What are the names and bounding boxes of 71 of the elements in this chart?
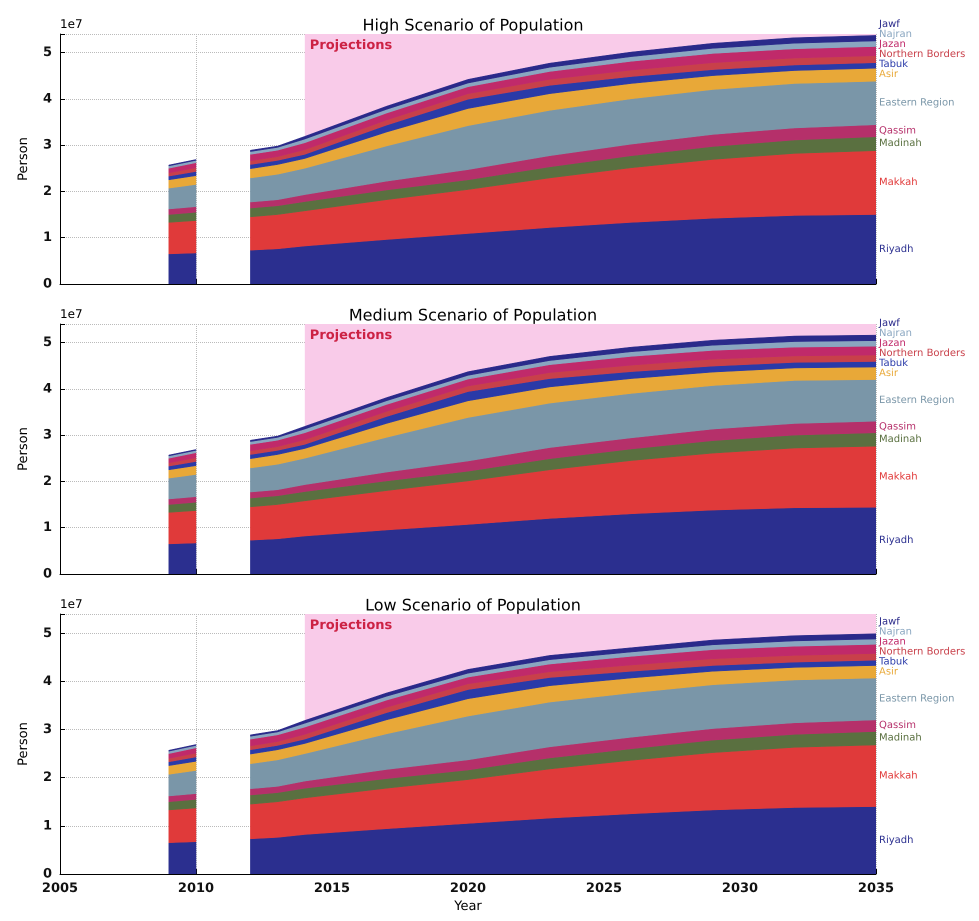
series-label: Asir <box>879 368 899 379</box>
y-tick-label: 1 <box>42 818 52 834</box>
series-label: Jawf <box>878 19 900 30</box>
series-label: Asir <box>879 666 899 678</box>
y-tick-label: 5 <box>42 335 52 350</box>
text: 1e7 <box>60 597 83 611</box>
series-label: Riyadh <box>879 834 914 846</box>
series-label: Tabuk <box>878 59 908 70</box>
y-tick-label: 3 <box>42 138 52 153</box>
series-label: Jazan <box>878 39 906 50</box>
band-label: Projections <box>310 618 393 633</box>
y-tick-label: 2 <box>42 770 52 786</box>
x-tick-label: 2005 <box>42 881 78 896</box>
y-tick-label: 4 <box>42 91 52 106</box>
series-label: Jawf <box>878 318 900 329</box>
series-label: Qassim <box>879 720 916 732</box>
series-label: Najran <box>879 626 912 638</box>
y-tick-label: 1 <box>42 520 52 536</box>
y-tick-label: 3 <box>42 428 52 443</box>
series-label: Madinah <box>879 732 922 744</box>
series-label: Northern Borders <box>879 348 966 359</box>
x-axis-title: Year <box>453 899 482 914</box>
chart-title: Medium Scenario of Population <box>348 306 598 324</box>
y-tick-label: 0 <box>42 276 52 292</box>
band-label: Projections <box>310 38 393 53</box>
band-label: Projections <box>310 328 393 343</box>
series-label: Makkah <box>879 177 918 188</box>
series-label: Jazan <box>878 338 906 349</box>
series-label: Asir <box>879 69 899 80</box>
y-tick-label: 4 <box>42 381 52 396</box>
y-axis-title: Person <box>16 722 31 766</box>
y-axis-title: Person <box>16 137 31 181</box>
series-label: Tabuk <box>878 656 908 668</box>
series-label: Northern Borders <box>879 49 966 60</box>
y-tick-label: 5 <box>42 626 52 641</box>
series-label: Makkah <box>879 770 918 782</box>
text: 1e7 <box>60 307 83 321</box>
y-tick-label: 3 <box>42 722 52 738</box>
series-label: Eastern Region <box>879 97 954 108</box>
x-tick-label: 2015 <box>314 881 350 896</box>
series-label: Eastern Region <box>879 693 954 704</box>
y-tick-label: 4 <box>42 674 52 689</box>
y-tick-label: 5 <box>42 45 52 60</box>
y-axis-title: Person <box>16 427 31 471</box>
y-tick-label: 2 <box>42 184 52 199</box>
series-label: Riyadh <box>879 244 914 255</box>
y-tick-label: 0 <box>42 866 52 882</box>
y-tick-label: 0 <box>42 566 52 582</box>
x-tick-label: 2030 <box>722 881 758 896</box>
series-label: Tabuk <box>878 358 908 369</box>
y-tick-label: 2 <box>42 474 52 489</box>
y-tick-label: 1 <box>42 230 52 246</box>
series-label: Najran <box>879 29 912 40</box>
series-label: Qassim <box>879 125 916 136</box>
series-label: Northern Borders <box>879 646 966 658</box>
x-tick-label: 2020 <box>450 881 486 896</box>
series-label: Jawf <box>878 616 900 628</box>
x-tick-label: 2025 <box>586 881 622 896</box>
chart-title: Low Scenario of Population <box>365 596 581 614</box>
chart-title: High Scenario of Population <box>362 16 584 34</box>
series-label: Makkah <box>879 471 918 482</box>
series-label: Qassim <box>879 422 916 433</box>
series-label: Madinah <box>879 138 922 150</box>
series-label: Jazan <box>878 636 906 648</box>
series-label: Eastern Region <box>879 394 954 406</box>
x-tick-label: 2010 <box>178 881 214 896</box>
series-label: Riyadh <box>879 535 914 546</box>
x-tick-label: 2035 <box>858 881 894 896</box>
text: 1e7 <box>60 17 83 31</box>
series-label: Madinah <box>879 434 922 446</box>
series-label: Najran <box>879 328 912 339</box>
